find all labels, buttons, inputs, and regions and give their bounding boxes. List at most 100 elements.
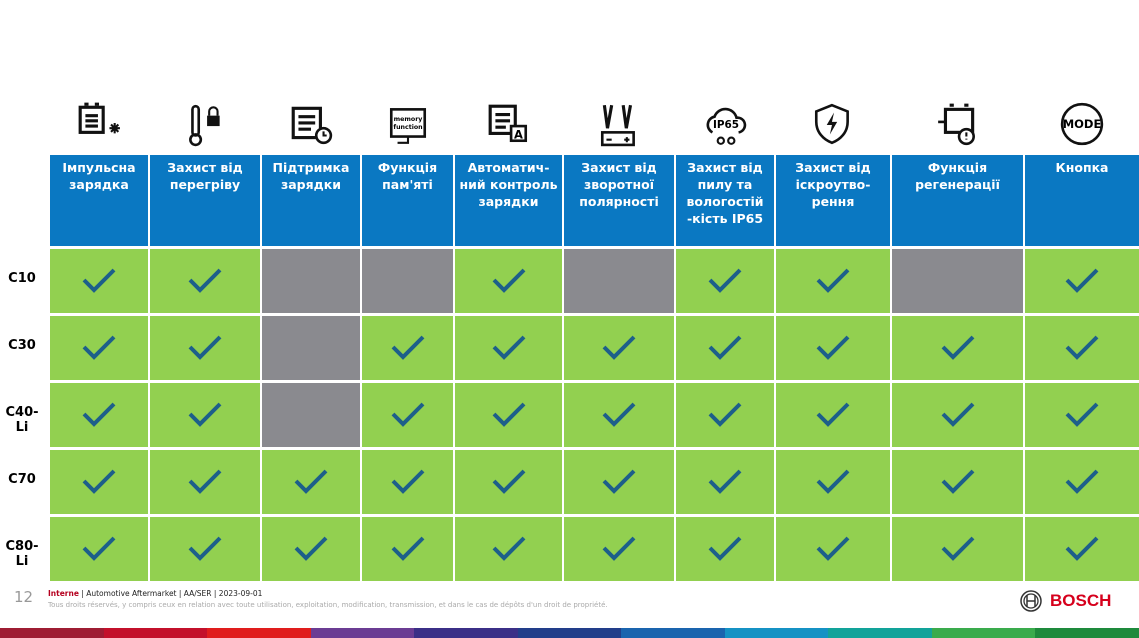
supported-cell <box>1025 316 1139 380</box>
svg-text:function: function <box>393 124 422 131</box>
battery-auto-icon: A <box>455 98 562 150</box>
column-header: Підтримка зарядки <box>262 155 360 246</box>
check-icon <box>708 335 742 360</box>
supported-cell <box>564 316 674 380</box>
supported-cell <box>776 383 890 447</box>
footer-meta: | Automotive Aftermarket | AA/SER | 2023… <box>78 589 263 598</box>
supported-cell <box>362 450 453 514</box>
check-icon <box>602 469 636 494</box>
check-icon <box>294 536 328 561</box>
supported-cell <box>564 450 674 514</box>
check-icon <box>708 268 742 293</box>
check-icon <box>816 335 850 360</box>
supported-cell <box>150 517 260 581</box>
column-header: Функція регенерації <box>892 155 1023 246</box>
check-icon <box>391 402 424 427</box>
supported-cell <box>564 517 674 581</box>
unsupported-cell <box>262 316 360 380</box>
supported-cell <box>892 517 1023 581</box>
unsupported-cell <box>362 249 453 313</box>
supported-cell <box>362 383 453 447</box>
supported-cell <box>676 383 774 447</box>
column-header: Захист від зворотної полярності <box>564 155 674 246</box>
supported-cell <box>892 316 1023 380</box>
check-icon <box>1065 268 1099 293</box>
supported-cell <box>776 249 890 313</box>
check-icon <box>82 335 116 360</box>
unsupported-cell <box>262 383 360 447</box>
memory-function-icon: memory function <box>362 98 453 150</box>
supported-cell <box>1025 383 1139 447</box>
svg-text:memory: memory <box>393 116 422 123</box>
classification: Interne <box>48 589 79 598</box>
check-icon <box>941 469 974 494</box>
svg-text:IP65: IP65 <box>713 119 739 131</box>
check-icon <box>1065 402 1099 427</box>
model-label: C70 <box>8 472 36 487</box>
check-icon <box>294 469 328 494</box>
supported-cell <box>50 316 148 380</box>
bosch-armature-icon <box>1020 590 1042 612</box>
supported-cell <box>892 383 1023 447</box>
supported-cell <box>1025 450 1139 514</box>
supported-cell <box>150 450 260 514</box>
supported-cell <box>776 316 890 380</box>
footer-rights: Tous droits réservés, y compris ceux en … <box>48 601 608 609</box>
supported-cell <box>262 450 360 514</box>
supported-cell <box>150 316 260 380</box>
check-icon <box>391 469 424 494</box>
supported-cell <box>455 517 562 581</box>
model-label: C80-Li <box>5 539 39 569</box>
supported-cell <box>362 316 453 380</box>
cloud-ip65-icon: IP65 <box>676 98 774 150</box>
check-icon <box>816 469 850 494</box>
column-header: Кнопка <box>1025 155 1139 246</box>
check-icon <box>602 335 636 360</box>
check-icon <box>941 536 974 561</box>
battery-clock-icon <box>262 98 360 150</box>
check-icon <box>1065 469 1099 494</box>
check-icon <box>391 536 424 561</box>
unsupported-cell <box>564 249 674 313</box>
check-icon <box>82 402 116 427</box>
check-icon <box>708 536 742 561</box>
column-header: Захист від перегріву <box>150 155 260 246</box>
model-label: C10 <box>8 271 36 286</box>
column-header: Захист від іскроутво-рення <box>776 155 890 246</box>
check-icon <box>188 536 222 561</box>
check-icon <box>82 268 116 293</box>
battery-snowflake-icon <box>50 98 148 150</box>
supported-cell <box>455 383 562 447</box>
check-icon <box>1065 335 1099 360</box>
supported-cell <box>776 517 890 581</box>
supported-cell <box>262 517 360 581</box>
check-icon <box>708 402 742 427</box>
check-icon <box>1065 536 1099 561</box>
unsupported-cell <box>262 249 360 313</box>
supported-cell <box>150 383 260 447</box>
check-icon <box>82 469 116 494</box>
check-icon <box>941 335 974 360</box>
color-stripe <box>0 628 1139 638</box>
brand-name: BOSCH <box>1050 591 1112 610</box>
footer-info: Interne | Automotive Aftermarket | AA/SE… <box>48 589 262 598</box>
supported-cell <box>776 450 890 514</box>
supported-cell <box>455 249 562 313</box>
column-header: Імпульсна зарядка <box>50 155 148 246</box>
check-icon <box>816 268 850 293</box>
check-icon <box>492 402 525 427</box>
model-label: C30 <box>8 338 36 353</box>
page-number: 12 <box>14 588 34 606</box>
shield-lightning-icon <box>776 98 890 150</box>
supported-cell <box>455 316 562 380</box>
check-icon <box>188 402 222 427</box>
check-icon <box>492 268 525 293</box>
thermometer-lock-icon <box>150 98 260 150</box>
svg-text:A: A <box>513 128 522 142</box>
supported-cell <box>676 249 774 313</box>
check-icon <box>602 402 636 427</box>
svg-text:MODE: MODE <box>1063 117 1102 131</box>
supported-cell <box>50 383 148 447</box>
check-icon <box>492 469 525 494</box>
supported-cell <box>150 249 260 313</box>
